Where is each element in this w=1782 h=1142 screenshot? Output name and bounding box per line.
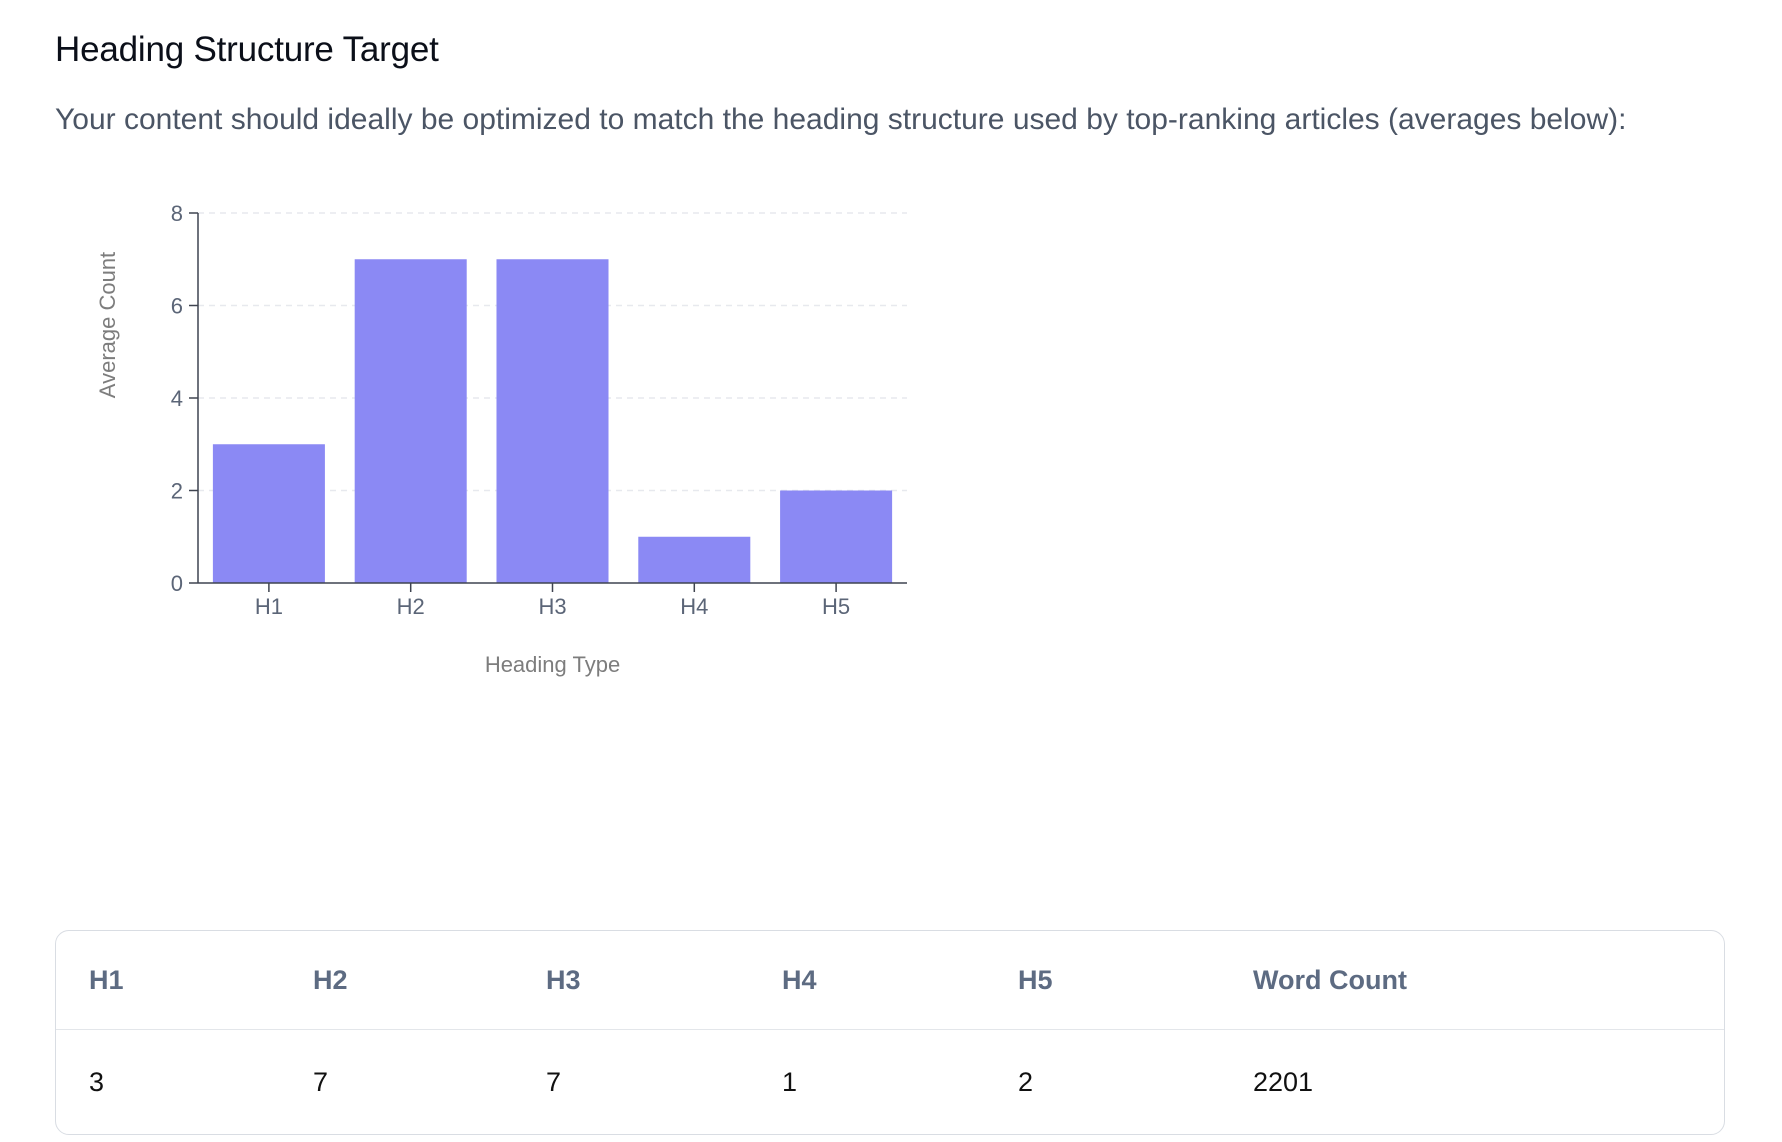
chart-svg: 0 2 4 6 8 H1 H2 H3 H4 H5 Heading Type Average Count — [95, 201, 907, 677]
table-cell: 3 — [89, 1067, 105, 1097]
table-header-cell: H3 — [513, 931, 749, 1030]
table-header-cell: H4 — [749, 931, 985, 1030]
x-tick-label: H1 — [255, 594, 283, 619]
x-tick-label: H5 — [822, 594, 850, 619]
table-cell: 7 — [313, 1067, 329, 1097]
chart-axes — [189, 212, 907, 592]
x-tick-label: H2 — [397, 594, 425, 619]
table-header-row: H1 H2 H3 H4 H5 Word Count — [56, 931, 1724, 1030]
table-body: 3 7 7 1 2 2201 — [56, 1030, 1724, 1135]
table-cell: 2201 — [1253, 1067, 1314, 1097]
section-description: Your content should ideally be optimized… — [55, 103, 1627, 136]
chart-bars — [212, 259, 893, 583]
table-header-cell: H1 — [56, 931, 280, 1030]
y-tick-label: 8 — [171, 201, 183, 226]
table-cell: 1 — [782, 1067, 798, 1097]
x-tick-label: H4 — [680, 594, 708, 619]
table-cell: 7 — [546, 1067, 562, 1097]
y-tick-label: 6 — [171, 294, 183, 319]
bar-h2 — [354, 259, 467, 583]
y-tick-label: 2 — [171, 479, 183, 504]
table-row: 3 7 7 1 2 2201 — [56, 1030, 1724, 1135]
x-tick-label: H3 — [538, 594, 566, 619]
bar-h4 — [638, 536, 751, 583]
y-tick-label: 4 — [171, 386, 183, 411]
table-header-cell: H2 — [280, 931, 513, 1030]
bar-h1 — [212, 444, 325, 583]
heading-bar-chart: 0 2 4 6 8 H1 H2 H3 H4 H5 Heading Type Average Count — [55, 200, 1055, 800]
table-cell: 2 — [1018, 1067, 1034, 1097]
section-title: Heading Structure Target — [55, 30, 439, 69]
bar-h3 — [496, 259, 609, 583]
y-tick-label: 0 — [171, 571, 183, 596]
heading-count-table: H1 H2 H3 H4 H5 Word Count 3 7 7 1 2 2201 — [55, 930, 1725, 1135]
table-header-cell: H5 — [985, 931, 1220, 1030]
chart-labels: 0 2 4 6 8 H1 H2 H3 H4 H5 Heading Type Average Count — [95, 201, 850, 677]
x-axis-title: Heading Type — [485, 652, 620, 677]
table-header-cell: Word Count — [1220, 931, 1724, 1030]
bar-h5 — [780, 490, 893, 583]
y-axis-title: Average Count — [95, 252, 120, 398]
